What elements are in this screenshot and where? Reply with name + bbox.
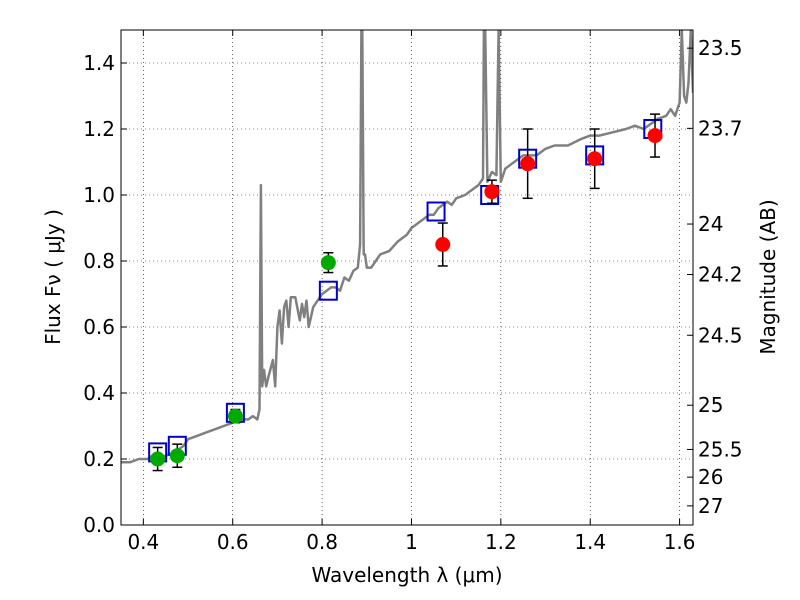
- model-square-point: [426, 201, 446, 222]
- spectrum-line: [121, 30, 693, 464]
- y-tick-label: 0.4: [83, 381, 115, 405]
- y-axis-label: Flux Fν ( μJy ): [41, 209, 65, 345]
- right-tick-label: 24.5: [698, 323, 743, 347]
- x-tick-label: 0.6: [217, 530, 249, 554]
- series-layer: [121, 30, 693, 472]
- y-tick-label: 1.4: [83, 51, 115, 75]
- right-tick-label: 23.5: [698, 36, 743, 60]
- right-axis-label: Magnitude (AB): [756, 199, 780, 354]
- photometry-point: [520, 156, 536, 172]
- y-tick-label: 0.8: [83, 249, 115, 273]
- x-tick-label: 1.6: [664, 530, 696, 554]
- model-square-point: [318, 280, 338, 301]
- x-tick-label: 1: [405, 530, 418, 554]
- right-tick-label: 24.2: [698, 263, 743, 287]
- photometry-point: [227, 408, 243, 424]
- ticks: 0.4 0.6 0.8 1 1.2 1.4 1.6 0.0 0.2 0.4 0.6 0.8 1.0 1.2…: [83, 30, 743, 554]
- photometry-point: [150, 451, 166, 467]
- x-tick-label: 0.8: [306, 530, 338, 554]
- x-axis-label: Wavelength λ (μm): [311, 563, 502, 587]
- grid: [121, 30, 693, 525]
- right-tick-label: 27: [698, 494, 723, 518]
- x-tick-label: 0.4: [127, 530, 159, 554]
- y-tick-label: 0.0: [83, 513, 115, 537]
- right-tick-label: 23.7: [698, 116, 743, 140]
- photometry-point: [320, 255, 336, 271]
- photometry-point: [169, 448, 185, 464]
- photometry-point: [647, 128, 663, 144]
- right-tick-label: 25: [698, 393, 723, 417]
- right-tick-label: 26: [698, 465, 723, 489]
- photometry-point: [484, 184, 500, 200]
- x-tick-label: 1.2: [485, 530, 517, 554]
- y-tick-label: 1.2: [83, 117, 115, 141]
- y-tick-label: 1.0: [83, 183, 115, 207]
- y-tick-label: 0.6: [83, 315, 115, 339]
- x-tick-label: 1.4: [574, 530, 606, 554]
- plot-frame: [120, 29, 694, 526]
- right-tick-label: 25.5: [698, 437, 743, 461]
- y-tick-label: 0.2: [83, 447, 115, 471]
- right-tick-label: 24: [698, 212, 723, 236]
- photometry-point: [435, 237, 451, 252]
- photometry-point: [587, 151, 603, 167]
